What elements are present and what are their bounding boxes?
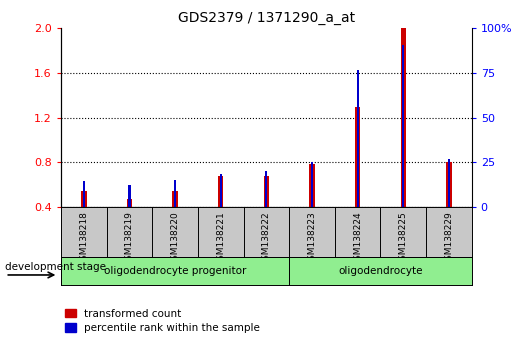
Bar	[309, 164, 315, 207]
Bar	[128, 185, 130, 207]
Bar	[83, 181, 85, 207]
Bar	[127, 199, 132, 207]
Bar	[446, 162, 452, 207]
Text: GSM138225: GSM138225	[399, 211, 408, 266]
Text: GSM138223: GSM138223	[307, 211, 316, 266]
Bar	[61, 257, 289, 285]
Bar	[174, 180, 176, 207]
Legend: transformed count, percentile rank within the sample: transformed count, percentile rank withi…	[61, 304, 264, 337]
Bar	[219, 173, 222, 207]
Bar	[448, 159, 450, 207]
Bar	[265, 171, 268, 207]
Text: GSM138222: GSM138222	[262, 211, 271, 266]
Bar	[357, 70, 359, 207]
Text: GSM138229: GSM138229	[444, 211, 453, 266]
Bar	[263, 176, 269, 207]
Text: development stage: development stage	[5, 262, 107, 272]
Bar	[355, 107, 360, 207]
Text: GSM138221: GSM138221	[216, 211, 225, 266]
Bar	[81, 192, 86, 207]
Bar	[172, 192, 178, 207]
Text: GSM138220: GSM138220	[171, 211, 180, 266]
Text: GSM138218: GSM138218	[80, 211, 89, 266]
Text: oligodendrocyte progenitor: oligodendrocyte progenitor	[104, 266, 246, 276]
Title: GDS2379 / 1371290_a_at: GDS2379 / 1371290_a_at	[178, 11, 355, 24]
Bar	[401, 28, 406, 207]
Bar	[402, 45, 404, 207]
Text: oligodendrocyte: oligodendrocyte	[338, 266, 422, 276]
Bar	[289, 257, 472, 285]
Bar	[218, 176, 224, 207]
Text: GSM138224: GSM138224	[353, 211, 362, 266]
Bar	[311, 162, 313, 207]
Text: GSM138219: GSM138219	[125, 211, 134, 266]
